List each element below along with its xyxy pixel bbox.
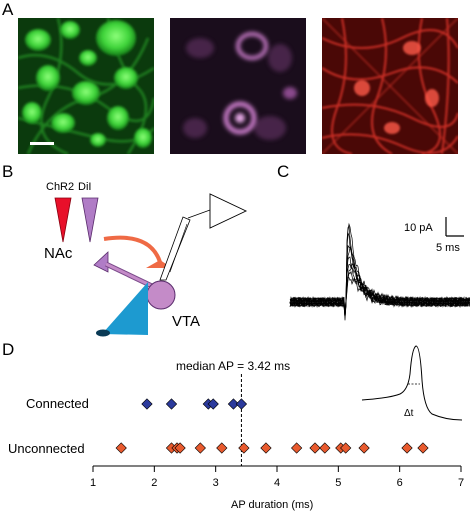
- current-trace-8: [289, 270, 470, 318]
- unconnected-point-13: [358, 442, 370, 454]
- median-annotation: median AP = 3.42 ms: [176, 359, 290, 373]
- x-tick-label-5: 5: [335, 477, 341, 489]
- x-tick-label-2: 2: [151, 477, 157, 489]
- nac-label: NAc: [44, 245, 73, 262]
- vta-cell: [146, 280, 176, 310]
- x-tick-label-1: 1: [90, 477, 96, 489]
- scale-time-label: 5 ms: [436, 242, 460, 254]
- unconnected-point-14: [401, 442, 413, 454]
- micrograph-red: [322, 18, 458, 154]
- x-ticks: 1 2 3 4 5 6 7: [90, 466, 464, 489]
- ap-waveform-inset: Δt: [361, 345, 463, 421]
- unconnected-point-15: [417, 442, 429, 454]
- delta-t-label: Δt: [404, 408, 414, 419]
- unconnected-point-8: [291, 442, 303, 454]
- micrograph-green: [18, 18, 154, 154]
- row-label-connected: Connected: [26, 396, 89, 411]
- scale-current-label: 10 pA: [404, 222, 433, 234]
- row-label-unconnected: Unconnected: [8, 441, 85, 456]
- vta-label: VTA: [172, 313, 200, 330]
- x-tick-label-3: 3: [213, 477, 219, 489]
- micrograph-magenta: [170, 18, 306, 154]
- circuit-schematic: ChR2 DiI NAc VTA: [44, 181, 248, 337]
- current-trace-7: [289, 266, 470, 316]
- current-trace-5: [289, 256, 470, 319]
- unconnected-point-6: [238, 442, 250, 454]
- chr2-label: ChR2: [46, 181, 74, 193]
- x-axis-label: AP duration (ms): [231, 499, 313, 511]
- panel-letter-c: C: [277, 162, 290, 181]
- unconnected-points: [115, 442, 429, 454]
- connected-point-5: [235, 398, 248, 410]
- current-traces: 10 pA 5 ms: [289, 217, 470, 321]
- trace-group: [289, 222, 470, 321]
- unconnected-point-12: [340, 442, 352, 454]
- x-tick-label-7: 7: [458, 477, 464, 489]
- unconnected-point-5: [216, 442, 228, 454]
- unconnected-point-0: [115, 442, 127, 454]
- recording-pipette-icon: [159, 216, 191, 281]
- connected-point-3: [207, 398, 219, 410]
- connected-points: [141, 398, 248, 410]
- dil-label: DiI: [78, 181, 91, 193]
- connected-point-1: [165, 398, 178, 410]
- unconnected-point-7: [260, 442, 272, 454]
- current-trace-9: [289, 276, 470, 319]
- connected-point-4: [227, 398, 240, 410]
- amplifier-icon: [209, 193, 248, 229]
- unconnected-point-10: [319, 442, 331, 454]
- unconnected-point-9: [309, 442, 321, 454]
- chr2-pipette: [54, 197, 72, 243]
- unconnected-point-3: [174, 442, 186, 454]
- dil-pipette: [81, 197, 99, 243]
- x-tick-label-4: 4: [274, 477, 280, 489]
- ap-duration-chart: median AP = 3.42 ms Connected Unconnecte…: [8, 345, 464, 511]
- panel-letter-d: D: [2, 340, 15, 359]
- x-tick-label-6: 6: [397, 477, 403, 489]
- purple-neuron-icon: [93, 251, 109, 273]
- panel-letter-a: A: [2, 0, 14, 19]
- nac-projection: [103, 235, 162, 263]
- unconnected-point-4: [194, 442, 206, 454]
- current-trace-6: [289, 262, 470, 318]
- connected-point-0: [141, 398, 153, 410]
- blue-neuron-icon: [102, 282, 148, 335]
- panel-letter-b: B: [2, 162, 14, 181]
